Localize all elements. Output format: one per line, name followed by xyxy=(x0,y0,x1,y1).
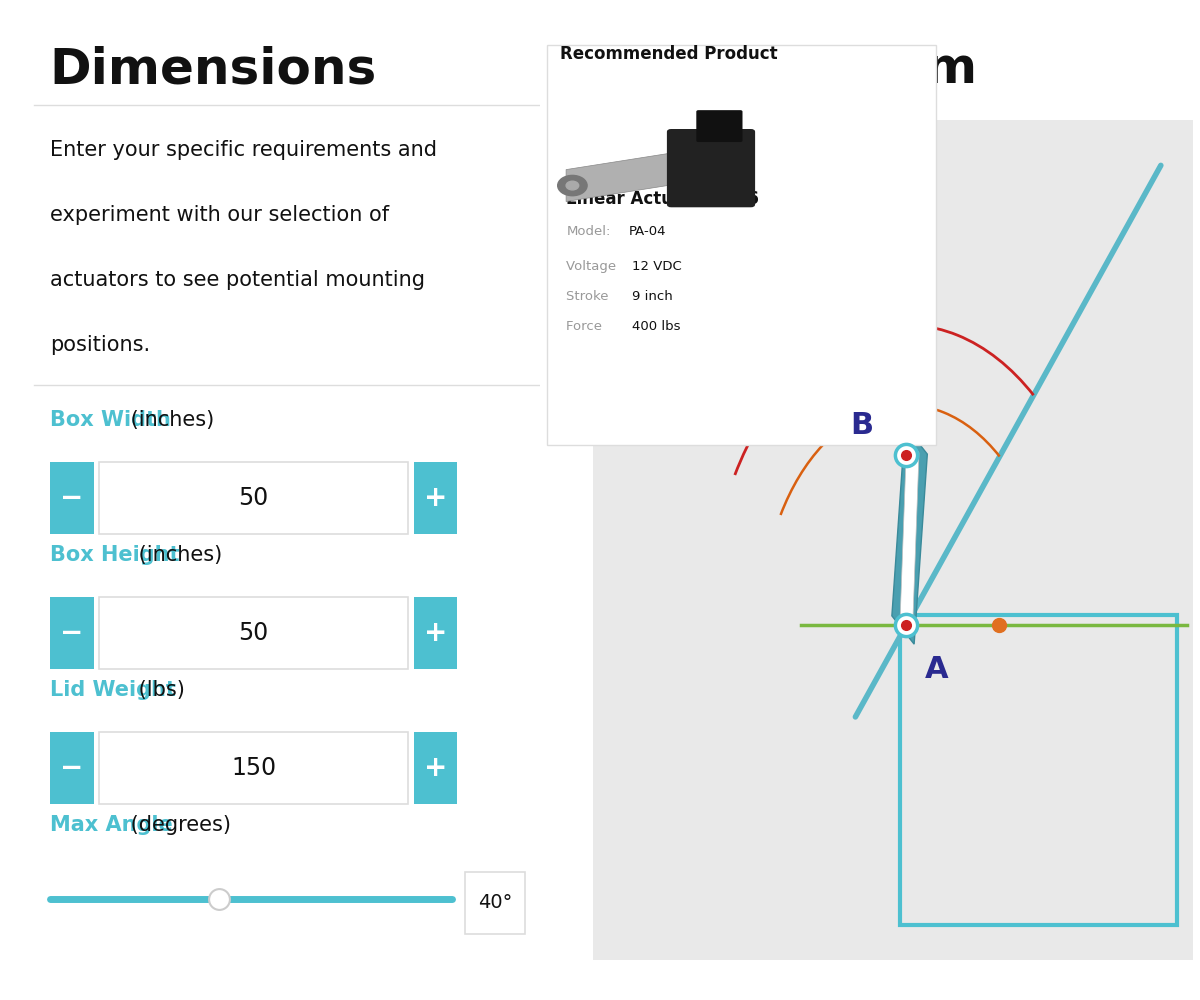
Text: Force: Force xyxy=(566,320,616,333)
FancyBboxPatch shape xyxy=(98,732,408,804)
Polygon shape xyxy=(900,437,919,633)
Text: 9 inch: 9 inch xyxy=(632,290,673,303)
Text: Box Height: Box Height xyxy=(50,545,179,565)
Text: +: + xyxy=(424,619,448,647)
Text: A: A xyxy=(925,655,948,684)
FancyBboxPatch shape xyxy=(667,129,755,207)
FancyBboxPatch shape xyxy=(50,597,94,669)
Text: experiment with our selection of: experiment with our selection of xyxy=(50,205,389,225)
Circle shape xyxy=(558,175,587,196)
Text: 400 lbs: 400 lbs xyxy=(632,320,680,333)
Text: Diagram: Diagram xyxy=(738,45,977,93)
Text: 150: 150 xyxy=(232,756,276,780)
Text: (degrees): (degrees) xyxy=(124,815,232,835)
Text: Max Angle: Max Angle xyxy=(50,815,173,835)
Text: Linear Actuator IP66: Linear Actuator IP66 xyxy=(566,190,760,208)
FancyBboxPatch shape xyxy=(414,597,457,669)
FancyBboxPatch shape xyxy=(593,120,1194,960)
Polygon shape xyxy=(566,151,686,202)
Text: 40°: 40° xyxy=(478,894,512,912)
FancyBboxPatch shape xyxy=(414,462,457,534)
Text: (inches): (inches) xyxy=(132,545,223,565)
Text: B: B xyxy=(851,411,874,440)
Text: 50: 50 xyxy=(239,621,269,645)
FancyBboxPatch shape xyxy=(98,597,408,669)
Text: −: − xyxy=(60,754,83,782)
FancyBboxPatch shape xyxy=(98,462,408,534)
Text: (inches): (inches) xyxy=(124,410,215,430)
Text: 50: 50 xyxy=(239,486,269,510)
FancyBboxPatch shape xyxy=(696,110,743,142)
Text: Enter your specific requirements and: Enter your specific requirements and xyxy=(50,140,437,160)
Text: Model:: Model: xyxy=(566,225,611,238)
Text: +: + xyxy=(424,484,448,512)
Text: Stroke: Stroke xyxy=(566,290,618,303)
Text: Box Width: Box Width xyxy=(50,410,170,430)
Text: Voltage: Voltage xyxy=(566,260,620,273)
Text: actuators to see potential mounting: actuators to see potential mounting xyxy=(50,270,425,290)
Circle shape xyxy=(566,181,578,190)
FancyBboxPatch shape xyxy=(414,732,457,804)
Text: positions.: positions. xyxy=(50,335,150,355)
Text: (lbs): (lbs) xyxy=(132,680,185,700)
Text: Recommended Product: Recommended Product xyxy=(559,45,778,63)
Polygon shape xyxy=(892,426,928,644)
FancyBboxPatch shape xyxy=(50,732,94,804)
Text: 12 VDC: 12 VDC xyxy=(632,260,682,273)
Text: Lid Weight: Lid Weight xyxy=(50,680,175,700)
FancyBboxPatch shape xyxy=(547,45,936,445)
Text: −: − xyxy=(60,619,83,647)
Text: Dimensions: Dimensions xyxy=(50,45,377,93)
Text: −: − xyxy=(60,484,83,512)
Text: +: + xyxy=(424,754,448,782)
FancyBboxPatch shape xyxy=(50,462,94,534)
FancyBboxPatch shape xyxy=(466,872,524,934)
Text: PA-04: PA-04 xyxy=(629,225,667,238)
